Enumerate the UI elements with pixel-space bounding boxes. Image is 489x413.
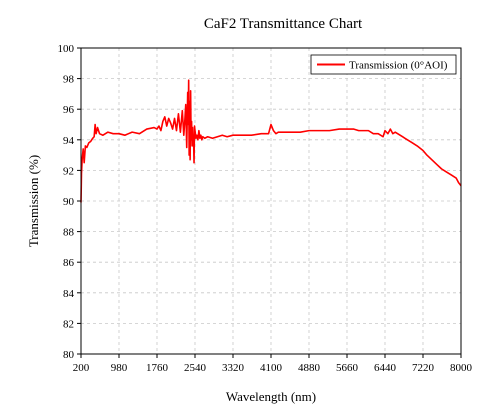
x-tick-label: 1760: [146, 362, 169, 374]
y-tick-label: 82: [63, 318, 74, 330]
x-tick-label: 200: [73, 362, 90, 374]
x-tick-label: 2540: [184, 362, 207, 374]
axis-ticks: 80 82 84 86 88 90 92 94 96 98 100 200 980 1760 2540 332…: [58, 43, 473, 374]
y-tick-label: 80: [63, 349, 75, 361]
legend-entry: Transmission (0°AOI): [349, 60, 448, 72]
x-tick-label: 3320: [222, 362, 245, 374]
y-axis-label: Transmission (%): [26, 155, 41, 247]
y-tick-label: 90: [63, 196, 75, 208]
y-tick-label: 94: [63, 135, 75, 147]
x-tick-label: 6440: [374, 362, 397, 374]
series-line: [80, 79, 462, 203]
grid-lines: [81, 48, 461, 354]
chart-title: CaF2 Transmittance Chart: [204, 16, 363, 32]
legend: Transmission (0°AOI): [310, 54, 457, 75]
x-tick-label: 8000: [450, 362, 473, 374]
x-tick-label: 7220: [412, 362, 435, 374]
y-tick-label: 84: [63, 288, 75, 300]
y-tick-label: 92: [63, 165, 74, 177]
x-tick-label: 5660: [336, 362, 359, 374]
series-line-layer: [80, 79, 462, 203]
y-tick-label: 100: [58, 43, 75, 55]
y-tick-label: 96: [63, 104, 75, 116]
x-tick-label: 980: [111, 362, 128, 374]
legend-box: [310, 54, 457, 75]
y-tick-label: 86: [63, 257, 75, 269]
x-tick-label: 4100: [260, 362, 283, 374]
x-axis-label: Wavelength (nm): [226, 389, 316, 404]
x-tick-label: 4880: [298, 362, 321, 374]
y-tick-label: 98: [63, 74, 75, 86]
y-tick-label: 88: [63, 227, 75, 239]
